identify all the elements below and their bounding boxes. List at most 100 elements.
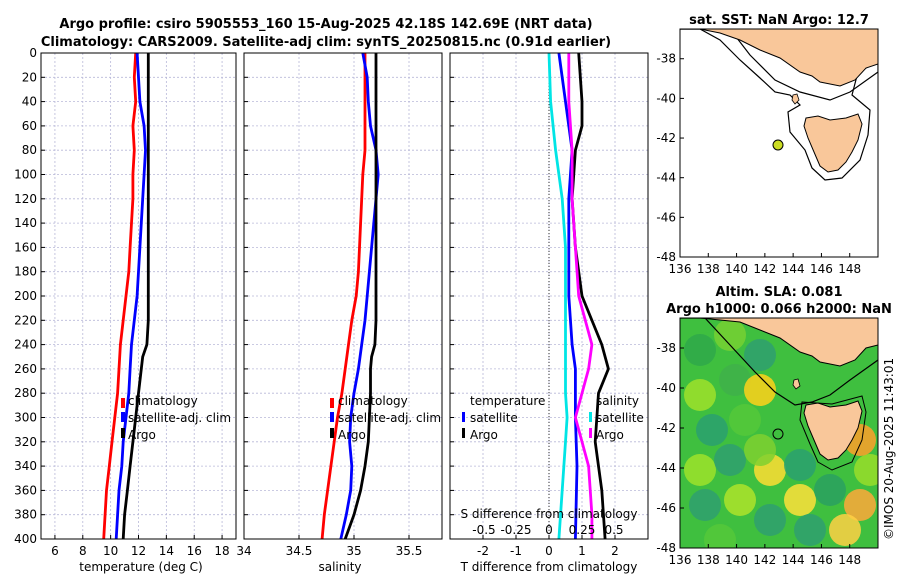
- series-s-argo: [567, 53, 594, 539]
- x-tick-label: 12: [131, 544, 146, 558]
- y-tick-label: 120: [14, 192, 37, 206]
- map-x-tick-label: 138: [697, 553, 720, 567]
- series-climatology: [102, 52, 138, 540]
- map-x-tick-label: 148: [838, 553, 861, 567]
- temperature-xlabel: temperature (deg C): [79, 560, 202, 574]
- sla-anomaly-cell: [689, 489, 721, 521]
- s-difference-xlabel: S difference from climatology: [461, 507, 638, 521]
- y-tick-label: 20: [22, 70, 37, 84]
- map-x-tick-label: 136: [669, 553, 692, 567]
- t-difference-xlabel: T difference from climatology: [460, 560, 638, 574]
- y-tick-label: 360: [14, 483, 37, 497]
- s-difference-ticks: -0.5 -0.25 0 0.25 0.5: [472, 523, 623, 537]
- map-y-tick-label: -48: [656, 250, 676, 264]
- legend-swatch-argo: [330, 428, 334, 438]
- y-tick-label: 100: [14, 168, 37, 182]
- x-tick-label: 14: [159, 544, 174, 558]
- x-tick-label: 18: [214, 544, 229, 558]
- series-t-satellite: [547, 52, 569, 540]
- sla-anomaly-cell: [684, 454, 716, 486]
- x-tick-label: -2: [477, 544, 489, 558]
- map-y-tick-label: -48: [656, 541, 676, 555]
- series-satellite-adj-clim: [114, 52, 147, 540]
- sla-anomaly-cell: [719, 364, 751, 396]
- sst-king-island: [791, 93, 800, 105]
- salinity-legend: climatology satellite-adj. clim Argo: [330, 394, 441, 442]
- sla-anomaly-cell: [854, 454, 878, 486]
- x-tick-label: 1: [578, 544, 586, 558]
- salinity-xlabel: salinity: [318, 560, 361, 574]
- y-tick-label: 260: [14, 362, 37, 376]
- y-tick-label: 80: [22, 143, 37, 157]
- x-tick-label: 10: [103, 544, 118, 558]
- map-y-tick-label: -40: [656, 381, 676, 395]
- legend-s-argo: Argo: [596, 428, 624, 442]
- sst-map-title: sat. SST: NaN Argo: 12.7: [689, 13, 869, 28]
- legend-climatology: climatology: [128, 394, 198, 408]
- series-argo: [343, 53, 378, 540]
- y-tick-label: 240: [14, 338, 37, 352]
- s-tick: -0.25: [500, 523, 531, 537]
- sst-map-yticks: -38 -40 -42 -44 -46 -48: [656, 52, 684, 264]
- series-s-satellite: [557, 52, 579, 540]
- sla-map-frame: [679, 317, 879, 549]
- legend-swatch-climatology: [330, 398, 334, 408]
- s-tick: -0.5: [472, 523, 495, 537]
- sla-map-yticks: -38 -40 -42 -44 -46 -48: [656, 341, 684, 555]
- x-tick-label: 35: [346, 544, 361, 558]
- x-tick-label: 6: [51, 544, 59, 558]
- map-x-tick-label: 142: [753, 553, 776, 567]
- sla-anomaly-cell: [684, 334, 716, 366]
- sla-argo-marker: [772, 428, 784, 440]
- map-y-tick-label: -44: [656, 461, 676, 475]
- x-tick-label: 34: [236, 544, 251, 558]
- s-tick: 0.25: [569, 523, 596, 537]
- y-tick-label: 180: [14, 265, 37, 279]
- series-satellite-adj-clim: [339, 52, 380, 540]
- x-tick-label: 0: [545, 544, 553, 558]
- sla-anomaly-cell: [714, 444, 746, 476]
- map-y-tick-label: -40: [656, 91, 676, 105]
- sla-map: Altim. SLA: 0.081 Argo h1000: 0.066 h200…: [656, 285, 891, 567]
- map-y-tick-label: -38: [656, 52, 676, 66]
- map-x-tick-label: 146: [810, 553, 833, 567]
- sla-tasmania: [803, 400, 863, 461]
- series-t-argo: [570, 52, 610, 540]
- legend-t-argo: Argo: [470, 428, 498, 442]
- legend-swatch-t-argo: [462, 428, 465, 438]
- map-x-tick-label: 140: [725, 262, 748, 276]
- legend-swatch-s-satellite: [589, 412, 592, 422]
- sla-anomaly-cell: [784, 484, 816, 516]
- sla-anomaly-cell: [794, 514, 826, 546]
- map-x-tick-label: 138: [697, 262, 720, 276]
- map-x-tick-label: 148: [838, 262, 861, 276]
- y-tick-label: 0: [29, 46, 37, 60]
- legend-swatch-s-argo: [589, 428, 592, 438]
- difference-legend: temperature satellite Argo salinity sate…: [462, 394, 644, 442]
- map-x-tick-label: 136: [669, 262, 692, 276]
- legend-s-satellite: satellite: [596, 411, 644, 425]
- sla-anomaly-cell: [814, 474, 846, 506]
- y-tick-label: 340: [14, 459, 37, 473]
- series-argo: [121, 53, 150, 540]
- sla-anomaly-cell: [754, 504, 786, 536]
- x-tick-label: 16: [187, 544, 202, 558]
- map-x-tick-label: 142: [753, 262, 776, 276]
- x-tick-label: 2: [611, 544, 619, 558]
- sla-anomaly-cell: [744, 339, 776, 371]
- x-tick-label: 34.5: [286, 544, 313, 558]
- title-line-2: Climatology: CARS2009. Satellite-adj cli…: [41, 35, 611, 50]
- temperature-legend: climatology satellite-adj. clim Argo: [121, 394, 231, 442]
- sla-anomaly-cell: [704, 524, 736, 548]
- legend-t-satellite: satellite: [470, 411, 518, 425]
- sla-king-island: [792, 378, 801, 390]
- x-tick-label: 8: [79, 544, 87, 558]
- map-x-tick-label: 144: [782, 262, 805, 276]
- salinity-panel: 34 34.5 35 35.5: [236, 52, 443, 558]
- sla-field: [684, 319, 878, 548]
- y-tick-label: 300: [14, 411, 37, 425]
- sla-anomaly-cell: [684, 379, 716, 411]
- x-tick-label: 35.5: [396, 544, 423, 558]
- sst-shelf-contour: [680, 29, 878, 101]
- sst-mainland: [680, 29, 878, 87]
